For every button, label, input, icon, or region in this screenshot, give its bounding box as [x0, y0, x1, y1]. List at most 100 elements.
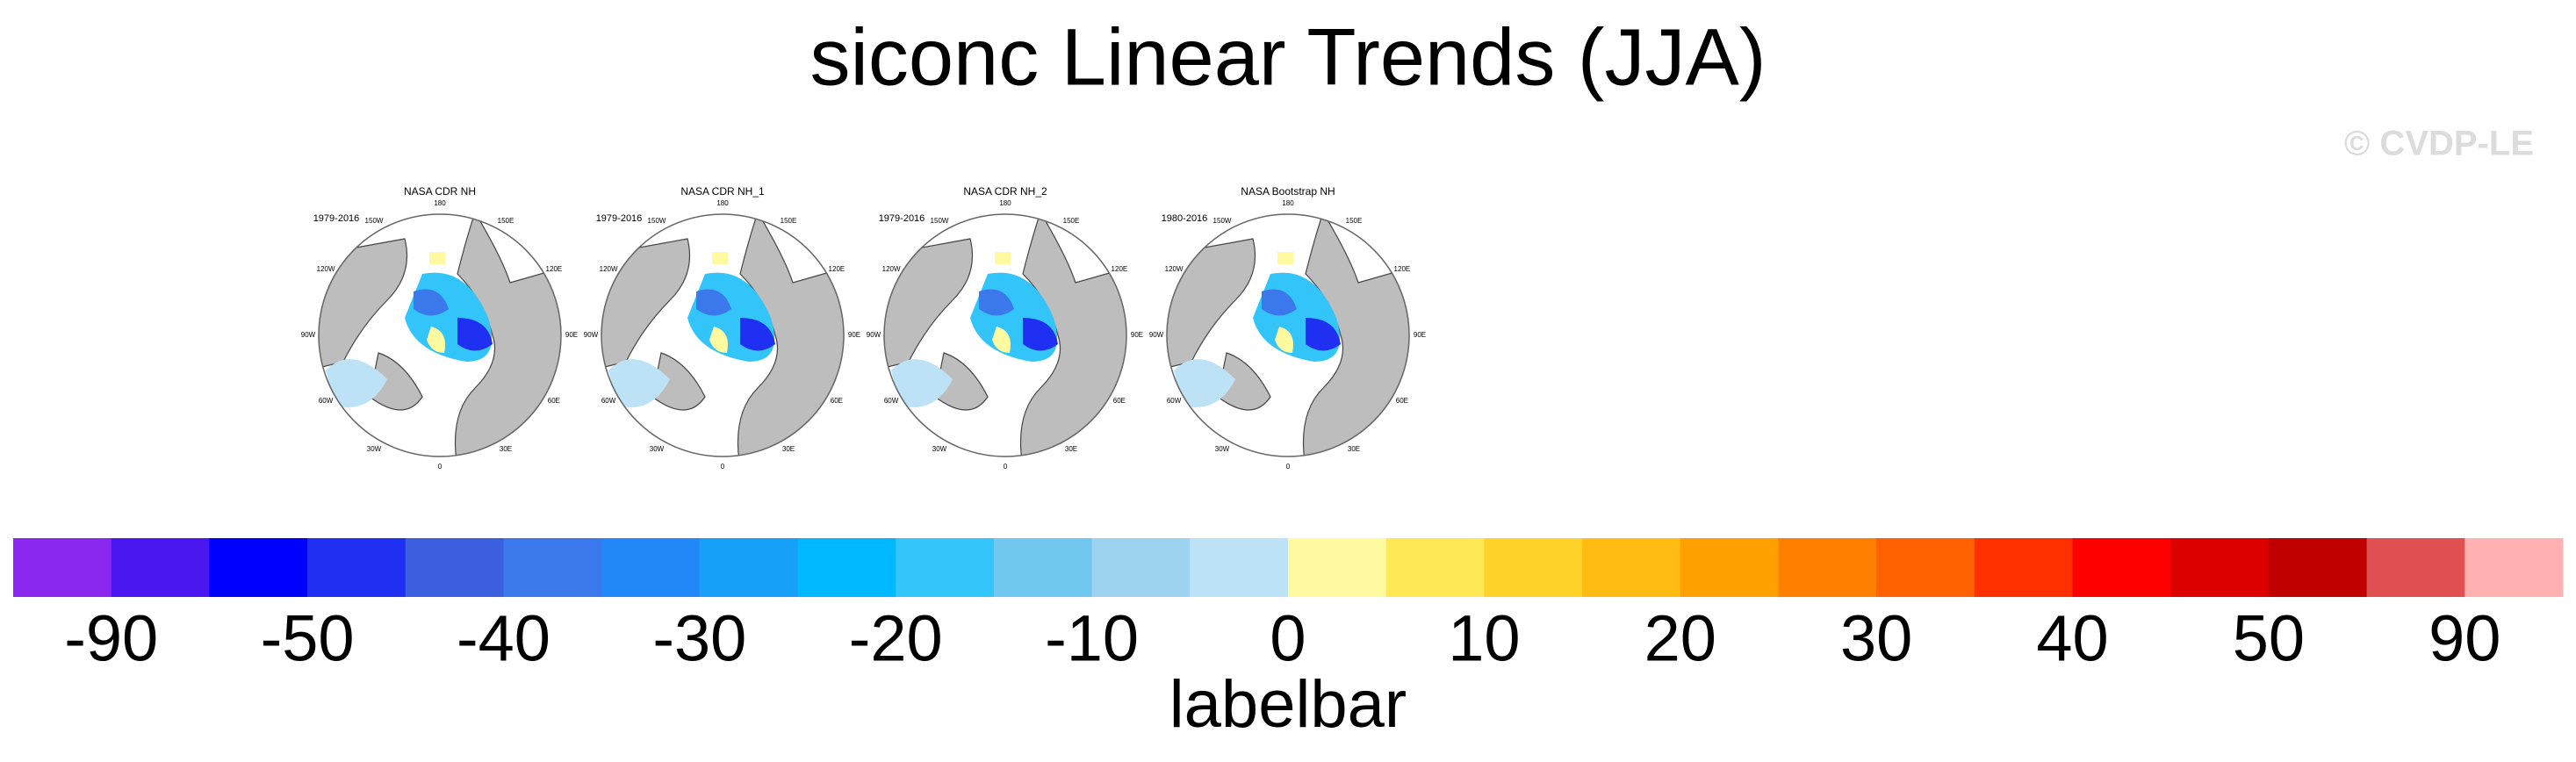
longitude-label: 90E	[1131, 331, 1143, 339]
longitude-label: 60E	[831, 397, 843, 405]
colorbar-box	[1680, 538, 1779, 597]
figure-title: siconc Linear Trends (JJA)	[809, 12, 1766, 102]
ice-light	[608, 359, 670, 407]
longitude-label: 120W	[882, 265, 901, 273]
colorbar-box	[1091, 538, 1191, 597]
ice-positive	[1275, 327, 1293, 353]
colorbar-tick-label: -20	[849, 602, 943, 675]
longitude-label: 150E	[498, 217, 514, 225]
longitude-label: 180	[1282, 199, 1294, 207]
longitude-label: 30W	[1215, 445, 1230, 453]
colorbar-tick-label: -50	[261, 602, 355, 675]
map-panel: NASA CDR NH_1 1979-2016 180 150E 120E 90E 60E 3…	[584, 185, 860, 471]
panel-period: 1979-2016	[313, 213, 360, 224]
panel-title: NASA CDR NH_1	[680, 185, 765, 198]
longitude-label: 120E	[829, 265, 845, 273]
panel-period: 1980-2016	[1162, 213, 1208, 224]
panel-period: 1979-2016	[596, 213, 643, 224]
ice-positive	[712, 252, 728, 264]
longitude-label: 120W	[317, 265, 335, 273]
longitude-label: 150E	[1346, 217, 1363, 225]
colorbar-tick-label: 40	[2036, 602, 2108, 675]
longitude-label: 150E	[781, 217, 797, 225]
colorbar-tick-label: 20	[1644, 602, 1716, 675]
colorbar-box	[405, 538, 504, 597]
colorbar-tick-label: 30	[1840, 602, 1912, 675]
panel-title: NASA CDR NH	[404, 185, 476, 198]
land	[934, 352, 989, 411]
colorbar-box	[1484, 538, 1583, 597]
longitude-label: 120E	[1394, 265, 1411, 273]
longitude-label: 90W	[867, 331, 881, 339]
longitude-label: 90W	[301, 331, 316, 339]
colorbar-box	[2268, 538, 2368, 597]
longitude-label: 90E	[565, 331, 578, 339]
longitude-label: 30W	[367, 445, 382, 453]
ice-light	[326, 359, 387, 407]
longitude-label: 30E	[500, 445, 512, 453]
ice-strong	[1262, 289, 1297, 316]
longitude-label: 30E	[1065, 445, 1077, 453]
land	[1217, 352, 1271, 411]
longitude-label: 0	[721, 463, 725, 471]
colorbar-tick-label: 0	[1270, 602, 1306, 675]
colorbar-box	[1974, 538, 2074, 597]
ice-strong	[979, 289, 1014, 316]
longitude-label: 60W	[319, 397, 334, 405]
longitude-label: 120E	[1112, 265, 1128, 273]
longitude-label: 30E	[782, 445, 795, 453]
longitude-label: 180	[999, 199, 1011, 207]
ice-strong	[414, 289, 449, 316]
colorbar-tick-label: -10	[1045, 602, 1139, 675]
ice-light	[891, 359, 953, 407]
longitude-label: 60E	[1396, 397, 1408, 405]
colorbar-box	[13, 538, 112, 597]
colorbar-box	[503, 538, 602, 597]
colorbar-box	[2366, 538, 2465, 597]
longitude-label: 150E	[1063, 217, 1080, 225]
longitude-label: 60W	[1167, 397, 1182, 405]
ice-strong	[1023, 318, 1058, 351]
colorbar-box	[307, 538, 407, 597]
colorbar-box	[1582, 538, 1681, 597]
map-border	[1166, 213, 1410, 457]
longitude-label: 120W	[1165, 265, 1184, 273]
colorbar-box	[2464, 538, 2564, 597]
colorbar-tick-label: 10	[1448, 602, 1520, 675]
ice-positive	[427, 327, 445, 353]
panel-title: NASA CDR NH_2	[963, 185, 1047, 198]
colorbar-box	[209, 538, 308, 597]
longitude-label: 180	[716, 199, 729, 207]
land	[369, 352, 423, 411]
colorbar-box	[2170, 538, 2270, 597]
colorbar-box	[797, 538, 896, 597]
longitude-label: 30W	[932, 445, 947, 453]
ice-positive	[992, 327, 1011, 353]
colorbar-box	[1876, 538, 1975, 597]
colorbar-tick-label: 90	[2428, 602, 2500, 675]
colorbar-box	[1190, 538, 1289, 597]
panel-title: NASA Bootstrap NH	[1241, 185, 1335, 198]
colorbar-box	[1288, 538, 1387, 597]
colorbar-box	[896, 538, 995, 597]
longitude-label: 90E	[1414, 331, 1426, 339]
longitude-label: 60E	[548, 397, 560, 405]
colorbar-tick-label: 50	[2233, 602, 2305, 675]
map	[884, 214, 1126, 456]
longitude-label: 0	[438, 463, 443, 471]
ice-strong	[457, 318, 493, 351]
ice-positive	[1277, 252, 1293, 264]
ice-strong	[1306, 318, 1341, 351]
watermark: © CVDP-LE	[2344, 125, 2534, 163]
ice-positive	[709, 327, 728, 353]
ice-positive	[429, 252, 445, 264]
longitude-label: 0	[1004, 463, 1008, 471]
ice-strong	[740, 318, 775, 351]
longitude-label: 180	[434, 199, 446, 207]
colorbar-label: labelbar	[1169, 667, 1407, 742]
ice-light	[1174, 359, 1235, 407]
map-border	[883, 213, 1127, 457]
longitude-label: 150W	[1213, 217, 1232, 225]
colorbar-box	[1778, 538, 1877, 597]
